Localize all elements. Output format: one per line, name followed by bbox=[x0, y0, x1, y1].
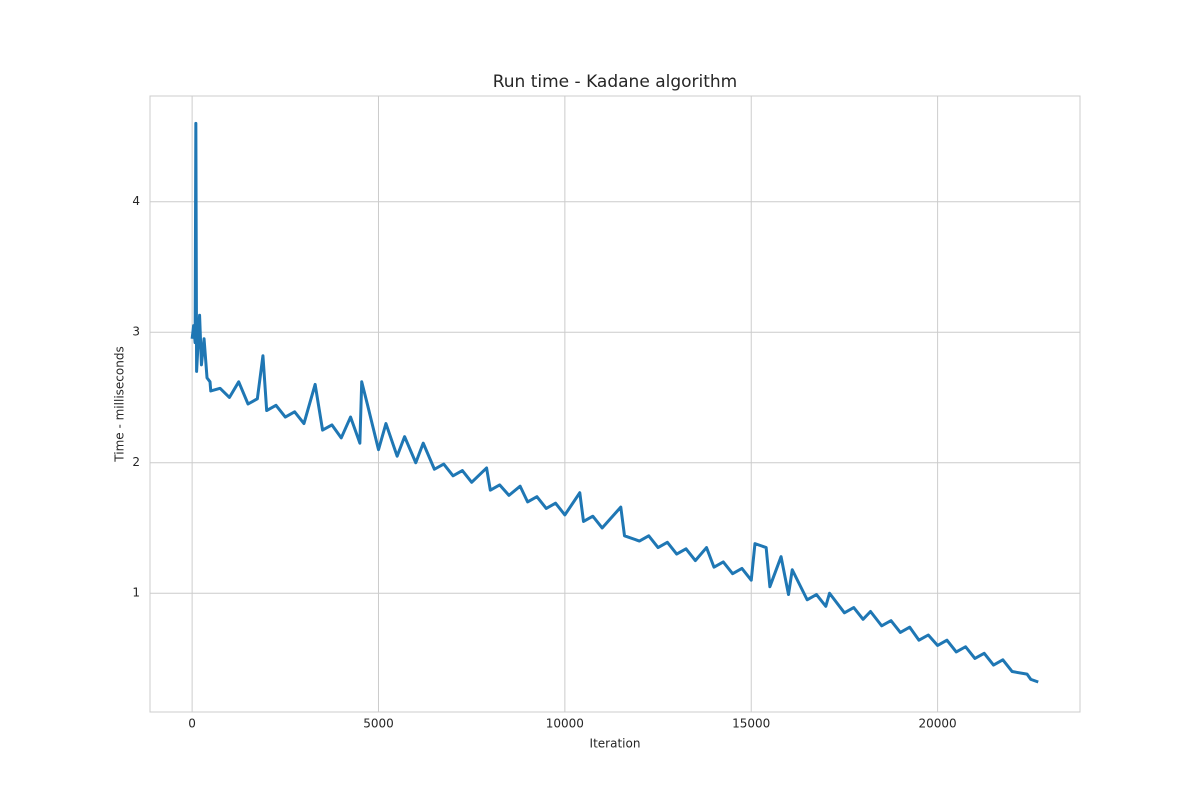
y-tick-label: 3 bbox=[132, 325, 140, 339]
x-tick-label: 15000 bbox=[732, 717, 770, 731]
x-axis-label: Iteration bbox=[590, 737, 641, 751]
chart-title: Run time - Kadane algorithm bbox=[493, 72, 738, 92]
y-tick-label: 1 bbox=[132, 586, 140, 600]
plot-frame bbox=[149, 95, 1081, 713]
y-tick-label: 4 bbox=[132, 194, 140, 208]
y-tick-label: 2 bbox=[132, 455, 140, 469]
data-line bbox=[190, 121, 1039, 684]
x-tick-label: 5000 bbox=[363, 717, 394, 731]
x-tick-label: 10000 bbox=[546, 717, 584, 731]
x-tick-label: 0 bbox=[188, 717, 196, 731]
y-axis-label: Time - milliseconds bbox=[113, 346, 127, 462]
x-tick-label: 20000 bbox=[919, 717, 957, 731]
